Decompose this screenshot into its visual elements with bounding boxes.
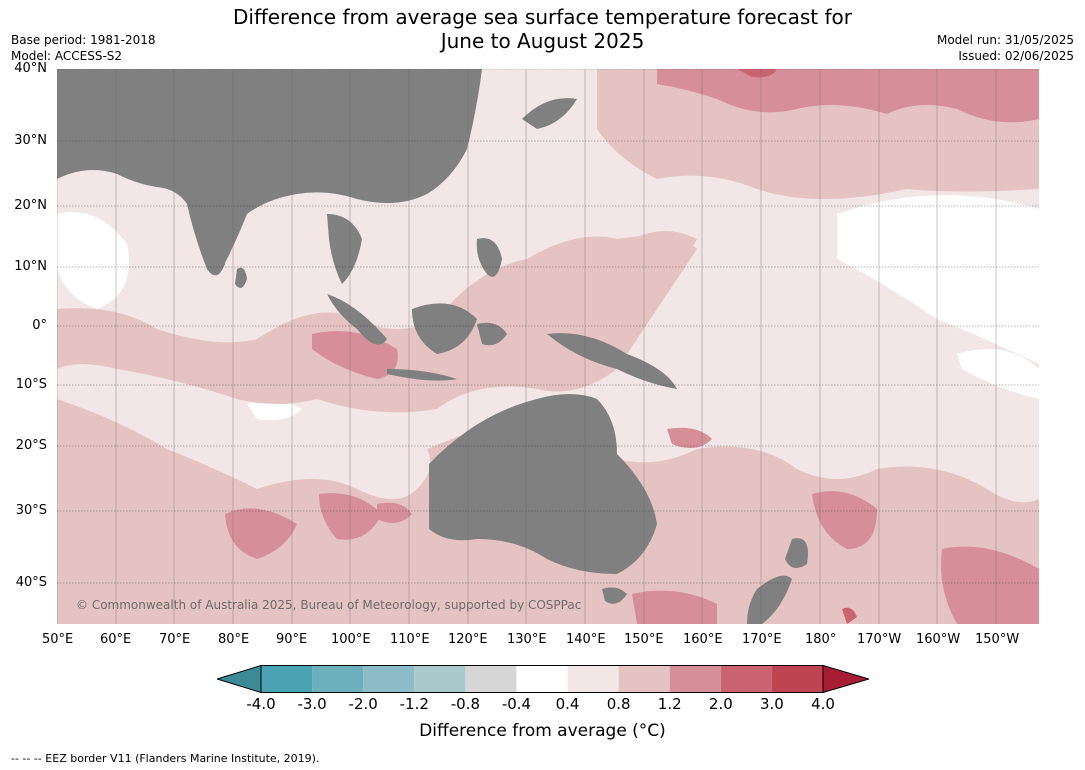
near-average-area <box>957 349 1039 399</box>
colorbar-tick-label: -2.0 <box>348 695 378 713</box>
colorbar <box>217 665 869 693</box>
colorbar-segment <box>363 665 415 693</box>
lat-label-30s: 30°S <box>15 503 47 518</box>
colorbar-label: Difference from average (°C) <box>419 721 666 741</box>
tasmania <box>602 587 627 604</box>
colorbar-extend-low <box>217 665 262 693</box>
strong-warm-anomaly <box>812 491 877 549</box>
lon-label: 170°E <box>742 632 782 647</box>
sumatra <box>327 294 387 345</box>
lon-label: 170°W <box>857 632 902 647</box>
near-average-area <box>247 400 302 421</box>
lon-label: 120°E <box>448 632 488 647</box>
copyright-notice: © Commonwealth of Australia 2025, Bureau… <box>76 598 582 612</box>
colorbar-ticks: -4.0 -3.0 -2.0 -1.2 -0.8 -0.4 0.4 0.8 1.2 2.0 3.0 4… <box>0 695 1085 715</box>
lon-label: 60°E <box>100 632 132 647</box>
india-peninsula <box>187 202 227 276</box>
colorbar-tick-label: 4.0 <box>811 695 835 713</box>
colorbar-tick-label: -4.0 <box>246 695 276 713</box>
colorbar-segment <box>261 665 313 693</box>
sst-anomaly-map <box>57 69 1039 624</box>
colorbar-tick-label: -0.8 <box>450 695 480 713</box>
base-period: Base period: 1981-2018 <box>11 33 156 47</box>
map-canvas <box>57 69 1039 624</box>
colorbar-segment <box>312 665 364 693</box>
strong-warm-anomaly <box>632 590 717 624</box>
very-warm-anomaly <box>737 69 777 78</box>
colorbar-segment <box>618 665 670 693</box>
colorbar-segment <box>567 665 619 693</box>
colorbar-tick-label: 1.2 <box>657 695 682 713</box>
colorbar-segment <box>771 665 823 693</box>
run-info: Model run: 31/05/2025 Issued: 02/06/2025 <box>937 32 1074 64</box>
japan <box>522 98 577 129</box>
new-guinea <box>547 333 677 389</box>
colorbar-segment <box>414 665 466 693</box>
colorbar-tick-label: -1.2 <box>399 695 429 713</box>
model-info: Base period: 1981-2018 Model: ACCESS-S2 <box>11 32 156 64</box>
map-title: Difference from average sea surface temp… <box>0 5 1085 53</box>
lat-label-40s: 40°S <box>15 575 47 590</box>
land <box>57 69 808 624</box>
lon-label: 70°E <box>159 632 191 647</box>
lon-label: 180° <box>805 632 837 647</box>
near-average-area <box>57 212 129 309</box>
colorbar-segment <box>669 665 721 693</box>
asia-landmass <box>57 69 482 269</box>
lat-label-0: 0° <box>32 318 47 333</box>
lat-label-10s: 10°S <box>15 377 47 392</box>
lat-label-40n: 40°N <box>14 61 47 76</box>
strong-warm-anomaly <box>225 508 297 559</box>
colorbar-tick-label: 3.0 <box>759 695 784 713</box>
lat-label-20n: 20°N <box>14 198 47 213</box>
very-warm-anomaly <box>842 607 857 624</box>
lon-label: 110°E <box>390 632 430 647</box>
lon-label: 160°E <box>683 632 723 647</box>
colorbar-tick-label: 0.8 <box>606 695 631 713</box>
lon-label: 150°E <box>624 632 664 647</box>
lon-label: 80°E <box>218 632 250 647</box>
colorbar-tick-label: 2.0 <box>708 695 733 713</box>
sri-lanka <box>235 267 247 288</box>
warm-anomaly-area <box>617 231 697 289</box>
sulawesi <box>477 322 507 346</box>
title-line-2: June to August 2025 <box>440 29 645 53</box>
lat-label-30n: 30°N <box>14 133 47 148</box>
lon-label: 100°E <box>331 632 371 647</box>
strong-warm-anomaly <box>319 493 382 540</box>
lon-label: 160°W <box>916 632 961 647</box>
meridians <box>57 69 997 624</box>
new-zealand-south <box>747 575 792 624</box>
strong-warm-anomaly <box>667 427 712 448</box>
near-average-area <box>837 195 1039 364</box>
lon-label: 140°E <box>566 632 606 647</box>
java <box>387 369 457 381</box>
colorbar-tick-label: -3.0 <box>297 695 327 713</box>
colorbar-segment <box>516 665 568 693</box>
colorbar-tick-label: 0.4 <box>555 695 580 713</box>
warm-anomaly-area <box>57 235 697 413</box>
title-line-1: Difference from average sea surface temp… <box>232 5 852 29</box>
issued-date: Issued: 02/06/2025 <box>958 49 1074 63</box>
colorbar-segment <box>720 665 772 693</box>
lon-label: 130°E <box>507 632 547 647</box>
model-name: Model: ACCESS-S2 <box>11 49 123 63</box>
eez-footnote: -- -- -- EEZ border V11 (Flanders Marine… <box>11 752 320 765</box>
strong-warm-anomaly <box>941 546 1039 624</box>
lon-label: 50°E <box>42 632 74 647</box>
strong-warm-anomaly <box>377 502 412 523</box>
new-zealand-north <box>785 538 808 568</box>
model-run: Model run: 31/05/2025 <box>936 33 1074 47</box>
lon-label: 150°W <box>975 632 1020 647</box>
lat-label-20s: 20°S <box>15 438 47 453</box>
colorbar-extend-high <box>822 665 869 693</box>
strong-warm-anomaly <box>657 69 1039 123</box>
colorbar-tick-label: -0.4 <box>501 695 532 713</box>
borneo <box>412 303 477 354</box>
australia <box>429 394 657 574</box>
colorbar-segment <box>465 665 517 693</box>
lat-label-10n: 10°N <box>14 259 47 274</box>
lon-label: 90°E <box>276 632 308 647</box>
indochina <box>327 214 362 284</box>
